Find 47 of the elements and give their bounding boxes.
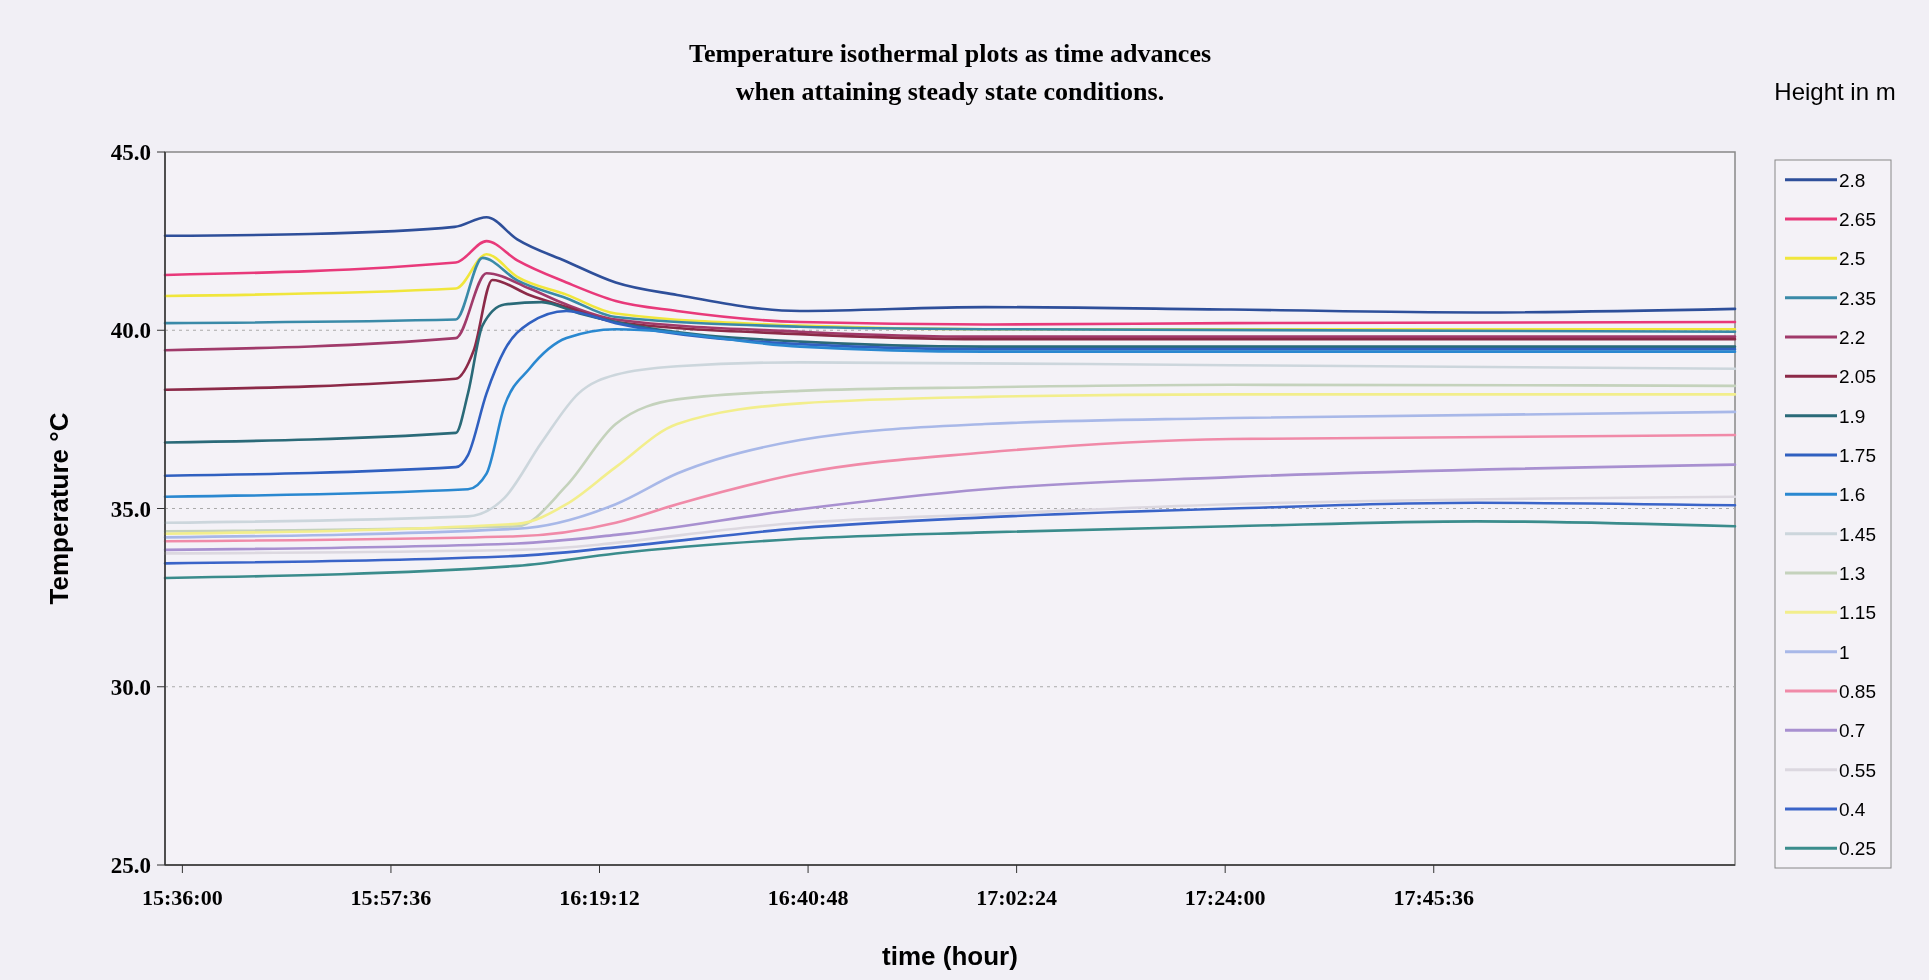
line-series xyxy=(163,520,1737,580)
y-axis-title: Temperature °C xyxy=(44,412,74,605)
chart-title: Temperature isothermal plots as time advances when attaining steady state conditions. xyxy=(688,39,1212,106)
legend-label: 1.3 xyxy=(1839,563,1866,584)
legend-label: 0.55 xyxy=(1839,759,1876,781)
x-tick-label: 16:40:48 xyxy=(767,885,849,910)
legend-label: 2.2 xyxy=(1839,327,1866,348)
x-tick-label: 16:19:12 xyxy=(559,885,640,910)
x-tick-label: 17:24:00 xyxy=(1184,885,1266,910)
y-tick-label: 35.0 xyxy=(110,496,151,522)
y-tick-label: 25.0 xyxy=(110,853,151,878)
legend-label: 2.35 xyxy=(1839,287,1876,309)
legend-label: 2.65 xyxy=(1839,209,1876,230)
legend-label: 1.6 xyxy=(1839,484,1866,506)
line-series xyxy=(163,495,1737,555)
line-series xyxy=(163,215,1737,314)
line-series xyxy=(163,433,1737,543)
legend-label: 0.7 xyxy=(1839,720,1866,742)
x-tick-label: 17:45:36 xyxy=(1393,885,1475,910)
line-series xyxy=(163,463,1737,552)
legend-label: 0.85 xyxy=(1839,681,1876,702)
legend-label: 1.15 xyxy=(1839,602,1876,624)
y-tick-label: 40.0 xyxy=(110,318,151,344)
y-tick-label: 45.0 xyxy=(110,140,151,165)
line-series xyxy=(163,309,1737,477)
line-series xyxy=(163,271,1737,352)
line-series xyxy=(163,278,1737,392)
x-axis-title: time (hour) xyxy=(882,941,1018,971)
legend-label: 2.05 xyxy=(1839,366,1876,388)
legend-label: 2.5 xyxy=(1839,248,1866,270)
line-series xyxy=(163,239,1737,326)
legend-label: 0.4 xyxy=(1839,799,1866,820)
legend-label: 1 xyxy=(1839,641,1850,663)
legend-label: 0.25 xyxy=(1839,838,1876,860)
legend-label: 1.75 xyxy=(1839,445,1876,466)
line-series xyxy=(163,501,1737,565)
line-series xyxy=(163,300,1737,444)
legend-label: 1.45 xyxy=(1839,523,1876,545)
legend-label: 1.9 xyxy=(1839,405,1866,427)
legend-label: 2.8 xyxy=(1839,169,1866,191)
x-tick-label: 15:57:36 xyxy=(350,885,432,910)
y-tick-label: 30.0 xyxy=(110,674,151,700)
x-tick-label: 17:02:24 xyxy=(976,885,1057,910)
legend-title: Height in m xyxy=(1774,78,1896,105)
line-series xyxy=(163,361,1737,525)
line-series xyxy=(163,327,1737,499)
x-tick-label: 15:36:00 xyxy=(142,885,223,910)
